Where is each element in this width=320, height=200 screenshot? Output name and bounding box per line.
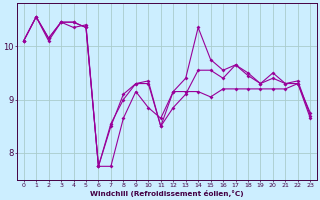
X-axis label: Windchill (Refroidissement éolien,°C): Windchill (Refroidissement éolien,°C) <box>90 190 244 197</box>
